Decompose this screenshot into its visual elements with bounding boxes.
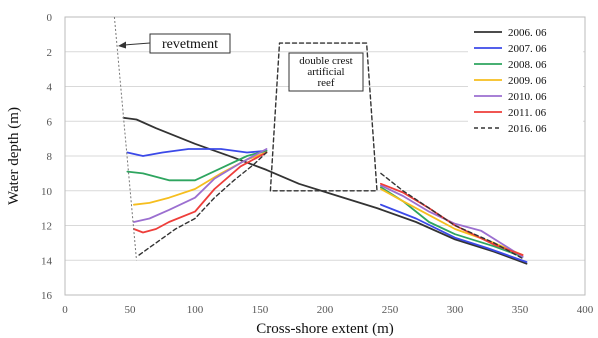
legend-label-2010-06: 2010. 06 [508, 91, 547, 103]
y-tick-label: 6 [47, 116, 53, 128]
legend-label-2006-06: 2006. 06 [508, 27, 547, 39]
x-tick-label: 200 [317, 304, 334, 316]
series-2016-06-line-2 [269, 42, 378, 192]
y-tick-label: 0 [47, 12, 53, 24]
x-axis-title: Cross-shore extent (m) [256, 321, 393, 337]
legend-box [468, 22, 583, 140]
y-tick-label: 2 [47, 47, 53, 59]
x-tick-label: 250 [382, 304, 399, 316]
reef-label-line-3: reef [317, 77, 334, 89]
x-tick-label: 350 [512, 304, 529, 316]
legend-label-2011-06: 2011. 06 [508, 107, 547, 119]
arrowhead-icon [118, 41, 126, 49]
series-2007-06-line-1 [126, 148, 268, 157]
series-2011-06-line-1 [132, 151, 268, 234]
legend: 2006. 06 2007. 06 2008. 06 2009. 06 2010. 06… [468, 22, 583, 140]
series-2009-06-line-2 [379, 188, 524, 256]
revetment-line [113, 16, 137, 261]
y-tick-label: 8 [47, 151, 53, 163]
x-tick-label: 150 [252, 304, 269, 316]
x-tick-label: 400 [577, 304, 594, 316]
y-tick-label: 16 [41, 290, 53, 302]
series-2008-06-line-1 [126, 149, 268, 182]
y-tick-label: 14 [41, 255, 53, 267]
series-2010-06-line-1 [132, 148, 268, 223]
x-tick-label: 0 [62, 304, 68, 316]
series-2010-06-line-2 [379, 184, 524, 258]
legend-label-2007-06: 2007. 06 [508, 43, 547, 55]
reef-label-line-1: double crest [299, 55, 352, 67]
legend-label-2016-06: 2016. 06 [508, 123, 547, 135]
legend-label-2009-06: 2009. 06 [508, 75, 547, 87]
x-tick-labels: 0 50 100 150 200 250 300 350 400 [62, 304, 594, 316]
y-tick-label: 4 [47, 82, 53, 94]
series-2011-06-line-2 [379, 182, 524, 256]
reef-label-box [288, 52, 364, 92]
y-tick-label: 12 [41, 221, 52, 233]
series-2006-06-line-1 [122, 116, 528, 265]
x-tick-label: 50 [125, 304, 137, 316]
series-2007-06-line-2 [379, 203, 528, 263]
x-tick-label: 300 [447, 304, 464, 316]
revetment-label-box [149, 33, 231, 54]
revetment-arrow [123, 42, 151, 46]
reef-annotation: double crest artificial reef [288, 52, 364, 92]
legend-label-2008-06: 2008. 06 [508, 59, 547, 71]
series-lines [122, 42, 528, 265]
revetment-annotation: revetment [113, 16, 231, 261]
series-2016-06-line-1 [138, 151, 268, 256]
revetment-label: revetment [162, 37, 218, 52]
series-2016-06-line-3 [380, 172, 524, 260]
reef-label-line-2: artificial [307, 66, 344, 78]
x-tick-label: 100 [187, 304, 204, 316]
y-axis-title: Water depth (m) [6, 107, 22, 205]
plot-frame [64, 16, 586, 296]
y-tick-labels: 0 2 4 6 8 10 12 14 16 [41, 12, 53, 302]
y-tick-label: 10 [41, 186, 53, 198]
